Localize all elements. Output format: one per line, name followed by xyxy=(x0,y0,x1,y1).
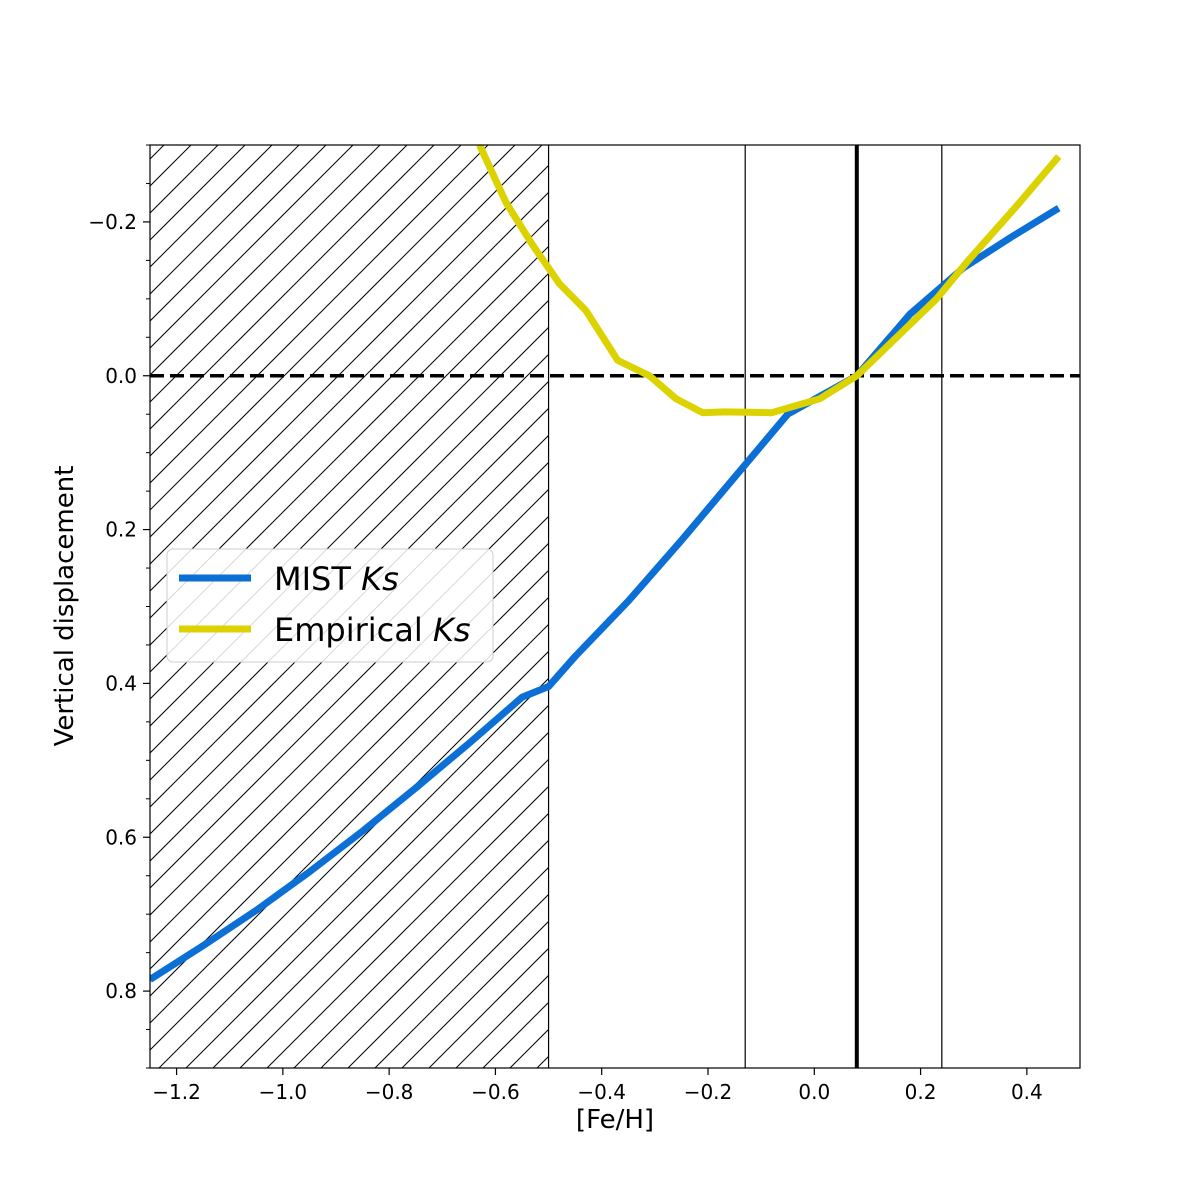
y-tick-label: 0.8 xyxy=(105,979,137,1003)
legend: MIST Ks Empirical Ks xyxy=(166,548,494,663)
x-tick-label: −0.2 xyxy=(684,1080,733,1104)
hatch-line xyxy=(150,145,381,376)
x-tick-label: −0.4 xyxy=(577,1080,626,1104)
x-tick-label: −0.6 xyxy=(471,1080,520,1104)
hatch-line xyxy=(239,758,549,1068)
hatch-line xyxy=(212,731,549,1068)
y-tick-label: 0.2 xyxy=(105,518,137,542)
hatch-line xyxy=(320,839,549,1068)
x-tick-label: −0.8 xyxy=(365,1080,414,1104)
y-axis-label: Vertical displacement xyxy=(50,466,80,747)
hatch-line xyxy=(150,145,462,457)
hatch-line xyxy=(347,866,549,1068)
reference-lines xyxy=(150,145,1080,1068)
y-tick-label: 0.6 xyxy=(105,825,137,849)
hatch-line xyxy=(266,785,549,1068)
y-axis-ticks: −0.2 0.0 0.2 0.4 0.6 0.8 xyxy=(88,144,150,1069)
hatch-line xyxy=(150,145,408,403)
hatch-line xyxy=(150,596,549,997)
hatch-line xyxy=(150,145,516,511)
hatch-line xyxy=(293,812,549,1068)
series-lines xyxy=(150,145,1062,983)
hatch-line xyxy=(150,650,549,1051)
hatch-line xyxy=(150,145,327,322)
hatch-line xyxy=(150,164,549,565)
hatch-line xyxy=(150,218,549,619)
legend-label: Empirical Ks xyxy=(274,611,471,649)
hatch-line xyxy=(150,145,543,538)
series-line-mist xyxy=(150,205,1061,983)
hatch-line xyxy=(150,145,489,484)
x-axis-label: [Fe/H] xyxy=(576,1105,654,1135)
hatch-line xyxy=(150,569,549,970)
hatch-line xyxy=(150,191,549,592)
series-line-empirical xyxy=(476,145,1062,417)
hatch-line xyxy=(150,145,435,430)
y-tick-label: −0.2 xyxy=(88,210,137,234)
x-tick-label: 0.4 xyxy=(1011,1080,1043,1104)
y-tick-label: 0.0 xyxy=(105,364,137,388)
hatch-line xyxy=(185,704,549,1068)
y-tick-label: 0.4 xyxy=(105,671,137,695)
x-tick-label: 0.0 xyxy=(798,1080,830,1104)
hatch-line xyxy=(150,623,549,1024)
legend-label: MIST Ks xyxy=(274,560,399,598)
x-tick-label: −1.0 xyxy=(259,1080,308,1104)
hatch-line xyxy=(150,145,354,349)
x-tick-label: 0.2 xyxy=(905,1080,937,1104)
x-tick-label: −1.2 xyxy=(152,1080,201,1104)
hatch-line xyxy=(158,677,549,1068)
x-axis-ticks: −1.2 −1.0 −0.8 −0.6 −0.4 −0.2 0.0 0.2 0.4 xyxy=(152,1068,1043,1104)
hatch-line xyxy=(374,893,549,1068)
